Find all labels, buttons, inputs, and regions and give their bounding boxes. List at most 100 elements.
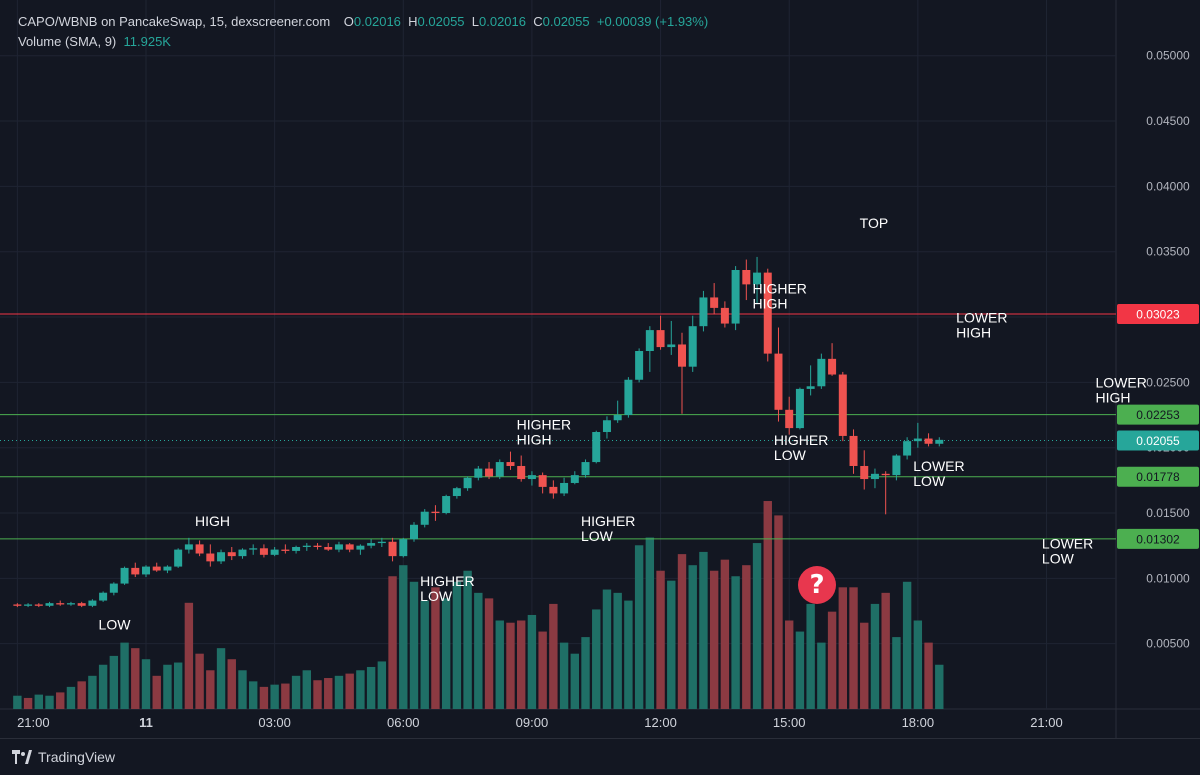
- candle-body: [678, 344, 686, 367]
- volume-value: 11.925K: [123, 34, 171, 49]
- volume-bar: [924, 642, 933, 709]
- volume-bar: [399, 565, 408, 709]
- candle-body: [345, 544, 354, 550]
- volume-bar: [785, 620, 794, 709]
- candle-body: [656, 330, 665, 348]
- y-tick-label: 0.01500: [1146, 506, 1190, 520]
- volume-bar: [752, 543, 762, 709]
- candle-body: [66, 603, 75, 605]
- volume-bar: [313, 680, 322, 709]
- candle-body: [410, 524, 418, 540]
- candle-body: [217, 552, 226, 562]
- high-value: 0.02055: [417, 14, 465, 29]
- annotation-line: HIGHER: [774, 432, 828, 448]
- candle-body: [699, 297, 708, 327]
- volume-bar: [742, 565, 751, 709]
- annotation-line: HIGH: [195, 513, 230, 529]
- candle-body: [452, 488, 461, 497]
- candle-body: [174, 549, 183, 567]
- annotation-line: HIGH: [517, 431, 552, 447]
- volume-bar: [195, 653, 204, 709]
- question-mark-icon: ?: [798, 566, 836, 604]
- volume-bar: [474, 592, 483, 709]
- candle-body: [420, 511, 429, 525]
- open-value: 0.02016: [353, 14, 401, 29]
- candle-body: [635, 351, 644, 380]
- y-tick-label: 0.00500: [1146, 637, 1190, 651]
- last-price-label: 0.02055: [1136, 434, 1180, 448]
- candle-body: [613, 415, 622, 421]
- volume-bar: [731, 576, 740, 709]
- candle-body: [238, 549, 247, 557]
- candle-body: [131, 567, 140, 575]
- volume-bar: [184, 602, 194, 709]
- volume-bar: [452, 581, 462, 709]
- volume-bar: [602, 589, 612, 709]
- volume-bar: [506, 622, 515, 709]
- annotation-label: HIGHER HIGH: [752, 281, 806, 312]
- volume-bar: [173, 662, 183, 709]
- last-price-tag: [1117, 430, 1199, 451]
- volume-bar: [109, 655, 119, 709]
- candle-body: [849, 435, 858, 466]
- y-tick-label: 0.05000: [1146, 49, 1190, 63]
- volume-bar: [141, 659, 151, 709]
- annotation-label: HIGH: [195, 513, 230, 529]
- candle-body: [442, 496, 451, 514]
- support-price-label: 0.02253: [1136, 408, 1180, 422]
- volume-bar: [388, 576, 397, 709]
- candle-body: [527, 475, 536, 480]
- volume-bar: [259, 686, 269, 709]
- annotation-label: HIGHER LOW: [581, 513, 635, 544]
- volume-bar: [302, 670, 311, 709]
- volume-bar: [624, 600, 633, 709]
- candle-body: [281, 549, 290, 551]
- volume-bar: [270, 684, 279, 709]
- volume-bar: [592, 609, 601, 709]
- volume-bar: [377, 661, 387, 709]
- candle-body: [388, 541, 397, 557]
- volume-bar: [913, 620, 923, 709]
- annotation-label: TOP: [860, 215, 889, 231]
- volume-bar: [216, 648, 226, 709]
- candle-body: [377, 541, 386, 544]
- volume-bar: [538, 631, 547, 709]
- volume-label: Volume (SMA, 9): [18, 34, 117, 49]
- candle-body: [485, 468, 494, 477]
- volume-bar: [484, 598, 494, 709]
- candle-body: [367, 543, 376, 546]
- support-price-tag: [1117, 466, 1199, 487]
- candle-body: [795, 388, 804, 429]
- x-tick-label: 11: [139, 715, 153, 730]
- candle-body: [270, 549, 279, 555]
- candle-body: [602, 420, 611, 433]
- candle-body: [720, 307, 729, 324]
- tradingview-brand: TradingView: [38, 749, 116, 765]
- volume-bar: [281, 683, 290, 709]
- volume-bar: [227, 659, 236, 709]
- candle-body: [142, 566, 150, 575]
- footer-bar: TradingView: [0, 738, 1200, 775]
- volume-bar: [23, 697, 33, 709]
- volume-bar: [688, 565, 697, 709]
- volume-bar: [549, 603, 558, 709]
- candle-body: [785, 409, 794, 429]
- volume-bar: [88, 675, 97, 709]
- tradingview-logo[interactable]: TradingView: [12, 749, 115, 765]
- candle-body: [913, 438, 922, 442]
- candle-body: [356, 545, 365, 550]
- volume-bar: [667, 580, 676, 709]
- volume-bar: [409, 581, 419, 709]
- volume-bar: [463, 570, 472, 709]
- annotation-line: LOW: [581, 528, 614, 544]
- candle-body: [570, 475, 579, 483]
- close-label: C: [533, 14, 543, 29]
- volume-bar: [570, 653, 579, 709]
- volume-bar: [56, 692, 65, 709]
- candle-body: [77, 603, 86, 606]
- close-value: 0.02055: [542, 14, 590, 29]
- volume-bar: [345, 673, 354, 709]
- volume-bar: [45, 695, 54, 709]
- candle-body: [753, 272, 762, 285]
